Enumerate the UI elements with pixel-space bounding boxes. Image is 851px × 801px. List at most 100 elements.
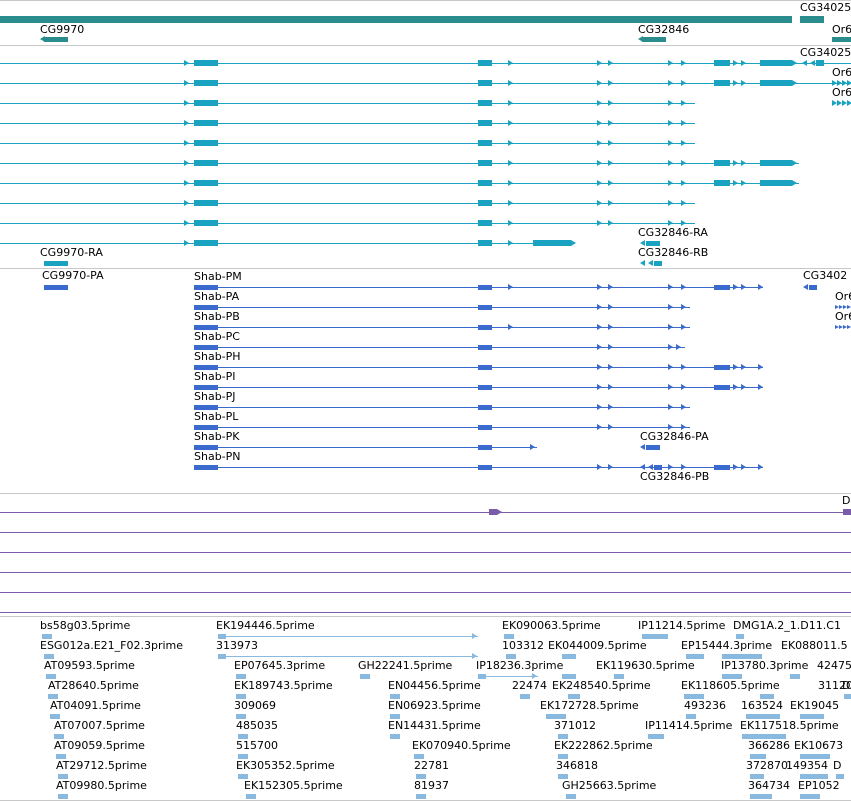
est-feature[interactable]	[558, 753, 568, 759]
est-feature[interactable]	[504, 633, 514, 639]
est-feature[interactable]	[236, 713, 246, 719]
gene-feature-cg32846[interactable]	[642, 37, 666, 42]
est-label[interactable]: EK119630.5prime	[596, 659, 695, 672]
exon-block[interactable]	[478, 284, 492, 290]
exon-block[interactable]	[646, 444, 660, 450]
est-label[interactable]: ESG012a.E21_F02.3prime	[40, 639, 183, 652]
est-feature[interactable]	[54, 733, 64, 739]
est-feature[interactable]	[790, 673, 800, 679]
est-feature[interactable]	[648, 733, 664, 739]
exon-block[interactable]	[714, 160, 730, 166]
est-label[interactable]: 515700	[236, 739, 278, 752]
est-label[interactable]: D	[833, 759, 842, 772]
exon-block[interactable]	[809, 284, 817, 290]
est-label[interactable]: EK222862.5prime	[554, 739, 653, 752]
exon-block[interactable]	[478, 240, 492, 246]
protein-label-cg32846-pb[interactable]: CG32846-PB	[640, 470, 710, 483]
est-feature[interactable]	[414, 753, 424, 759]
exon-block[interactable]	[194, 304, 218, 310]
est-feature[interactable]	[750, 793, 772, 799]
protein-label-cg32846-pa[interactable]: CG32846-PA	[640, 430, 709, 443]
est-label[interactable]: EN14431.5prime	[388, 719, 481, 732]
est-label[interactable]: IP13780.3prime	[721, 659, 809, 672]
exon-block[interactable]	[478, 464, 492, 470]
exon-block[interactable]	[654, 464, 662, 470]
est-feature[interactable]	[390, 693, 400, 699]
est-label[interactable]: EK172728.5prime	[540, 699, 639, 712]
exon-block[interactable]	[194, 324, 218, 330]
est-label[interactable]: EK189743.5prime	[234, 679, 333, 692]
est-feature[interactable]	[562, 653, 576, 659]
exon-block[interactable]	[194, 240, 218, 246]
est-feature[interactable]	[800, 753, 830, 759]
exon-block[interactable]	[714, 364, 730, 370]
exon-block[interactable]	[714, 384, 730, 390]
exon-block[interactable]	[194, 140, 218, 146]
est-label[interactable]: EK305352.5prime	[236, 759, 335, 772]
exon-block[interactable]	[478, 384, 492, 390]
est-label[interactable]: EN06923.5prime	[388, 699, 481, 712]
exon-block[interactable]	[194, 464, 218, 470]
gene-feature-shab[interactable]	[0, 16, 792, 23]
est-label[interactable]: 81937	[414, 779, 449, 792]
est-label[interactable]: EP07645.3prime	[234, 659, 326, 672]
gene-label-cg9970[interactable]: CG9970	[40, 23, 85, 36]
est-feature[interactable]	[800, 713, 824, 719]
exon-block[interactable]	[714, 464, 730, 470]
protein-label-or6-2[interactable]: Or6	[835, 310, 851, 323]
exon-block[interactable]	[194, 100, 218, 106]
est-label[interactable]: EN04456.5prime	[388, 679, 481, 692]
est-feature[interactable]	[844, 693, 851, 699]
exon-block[interactable]	[533, 240, 571, 246]
est-label[interactable]: DMG1A.2_1.D11.C1	[733, 619, 841, 632]
est-feature[interactable]	[686, 713, 696, 719]
transcript-label-or6[interactable]: Or6	[832, 66, 851, 79]
est-feature[interactable]	[506, 653, 516, 659]
est-feature[interactable]	[236, 673, 246, 679]
exon-block[interactable]	[478, 404, 492, 410]
protein-label-shab-pc[interactable]: Shab-PC	[194, 330, 240, 343]
transcript-label-cg32846-rb[interactable]: CG32846-RB	[638, 246, 709, 259]
est-label[interactable]: 103312	[502, 639, 544, 652]
protein-label-shab-ph[interactable]: Shab-PH	[194, 350, 241, 363]
est-label[interactable]: EP1052	[798, 779, 840, 792]
exon-block[interactable]	[194, 60, 218, 66]
est-label[interactable]: AT09059.5prime	[54, 739, 145, 752]
exon-block[interactable]	[44, 284, 68, 290]
exon-block[interactable]	[194, 404, 218, 410]
exon-block[interactable]	[760, 160, 792, 166]
est-label[interactable]: GH25663.5prime	[562, 779, 657, 792]
est-feature[interactable]	[760, 693, 774, 699]
exon-block[interactable]	[194, 444, 218, 450]
exon-block[interactable]	[478, 180, 492, 186]
est-feature[interactable]	[246, 793, 256, 799]
transcript-label-or6-2[interactable]: Or6	[832, 86, 851, 99]
exon-block[interactable]	[478, 344, 492, 350]
est-label[interactable]: 493236	[684, 699, 726, 712]
est-label[interactable]: 364734	[748, 779, 790, 792]
est-label[interactable]: EK10673	[794, 739, 844, 752]
exon-block[interactable]	[194, 284, 218, 290]
protein-label-shab-pj[interactable]: Shab-PJ	[194, 390, 236, 403]
gene-label-or6[interactable]: Or6	[832, 23, 851, 36]
est-label[interactable]: bs58g03.5prime	[40, 619, 131, 632]
exon-block[interactable]	[760, 60, 792, 66]
exon-block[interactable]	[478, 324, 492, 330]
exon-block[interactable]	[194, 364, 218, 370]
est-label[interactable]: AT07007.5prime	[54, 719, 145, 732]
est-label[interactable]: EK088011.5	[781, 639, 848, 652]
est-label[interactable]: D	[842, 679, 851, 692]
protein-label-cg9970-pa[interactable]: CG9970-PA	[42, 269, 104, 282]
est-feature[interactable]	[836, 773, 844, 779]
protein-label-shab-pl[interactable]: Shab-PL	[194, 410, 239, 423]
exon-block[interactable]	[478, 220, 492, 226]
est-feature[interactable]	[684, 693, 704, 699]
est-feature[interactable]	[722, 673, 742, 679]
est-label[interactable]: 366286	[748, 739, 790, 752]
exon-block[interactable]	[194, 80, 218, 86]
exon-block[interactable]	[714, 284, 730, 290]
est-feature[interactable]	[42, 633, 52, 639]
transcript-label-cg9970-ra[interactable]: CG9970-RA	[40, 246, 103, 259]
protein-label-shab-pa[interactable]: Shab-PA	[194, 290, 240, 303]
est-feature[interactable]	[238, 733, 248, 739]
